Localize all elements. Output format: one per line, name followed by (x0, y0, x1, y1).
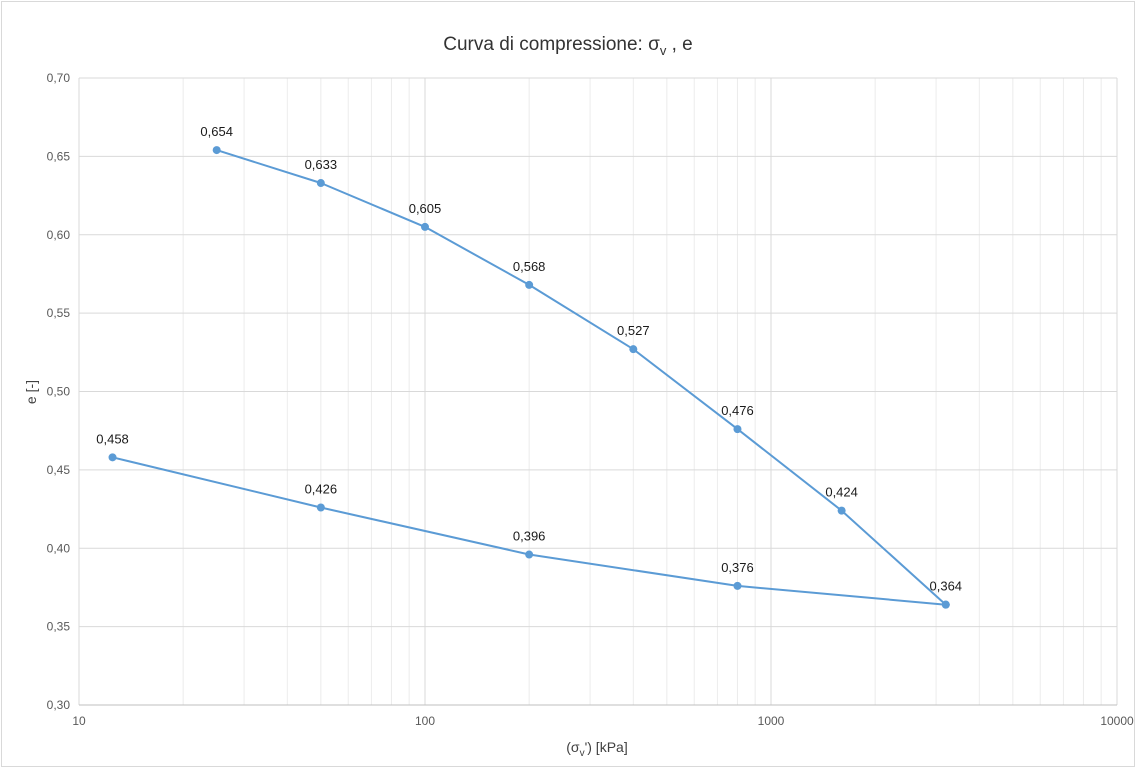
series-layer (108, 146, 950, 609)
y-tick-label: 0,55 (47, 306, 71, 320)
chart-title-sub: v (660, 43, 667, 58)
x-tick-label: 1000 (758, 714, 785, 728)
data-label: 0,568 (513, 259, 546, 274)
axes: 10 100 1000 10000 0,30 0,35 0,40 0,45 0,50 0,55 0,… (47, 71, 1134, 728)
x-axis-title-sub: v (580, 748, 585, 759)
x-axis-title-pre: (σ (566, 739, 580, 755)
data-label: 0,364 (930, 579, 963, 594)
data-labels: 0,654 0,633 0,605 0,568 0,527 0,476 0,424 0,364… (96, 124, 962, 594)
data-label: 0,527 (617, 323, 650, 338)
y-tick-label: 0,30 (47, 698, 71, 712)
data-label: 0,396 (513, 529, 546, 544)
y-tick-label: 0,65 (47, 149, 71, 163)
data-label: 0,605 (409, 201, 442, 216)
data-point (421, 222, 429, 231)
y-tick-label: 0,70 (47, 71, 71, 85)
chart-title-main: Curva di compressione: σ (443, 34, 660, 55)
data-label: 0,633 (305, 157, 338, 172)
data-point (525, 550, 534, 559)
chart-title-tail: , e (666, 34, 692, 55)
data-point (212, 146, 221, 155)
chart-title: Curva di compressione: σv , e (443, 34, 693, 58)
data-label: 0,458 (96, 431, 129, 446)
data-label: 0,476 (721, 403, 754, 418)
data-point (629, 345, 638, 354)
x-axis-title: (σv') [kPa] (566, 739, 627, 759)
y-tick-label: 0,60 (47, 228, 71, 242)
y-tick-label: 0,35 (47, 620, 71, 634)
y-tick-label: 0,50 (47, 385, 71, 399)
data-point (316, 503, 325, 512)
data-label: 0,426 (305, 481, 338, 496)
x-tick-label: 10 (72, 714, 86, 728)
series-line-1 (216, 149, 947, 606)
y-tick-label: 0,45 (47, 463, 71, 477)
data-point (733, 425, 742, 434)
data-label: 0,424 (825, 485, 858, 500)
x-tick-label: 10000 (1100, 714, 1134, 728)
grid (78, 77, 1118, 706)
data-point (316, 179, 325, 188)
data-point (837, 506, 846, 515)
data-point (108, 453, 117, 462)
x-tick-label: 100 (415, 714, 435, 728)
x-axis-title-post: ') [kPa] (585, 739, 628, 755)
y-tick-label: 0,40 (47, 541, 71, 555)
y-axis-title: e [-] (23, 380, 39, 404)
data-label: 0,654 (200, 124, 233, 139)
data-label: 0,376 (721, 560, 754, 575)
data-point (941, 600, 950, 609)
data-point (733, 581, 742, 590)
data-point (525, 280, 534, 289)
